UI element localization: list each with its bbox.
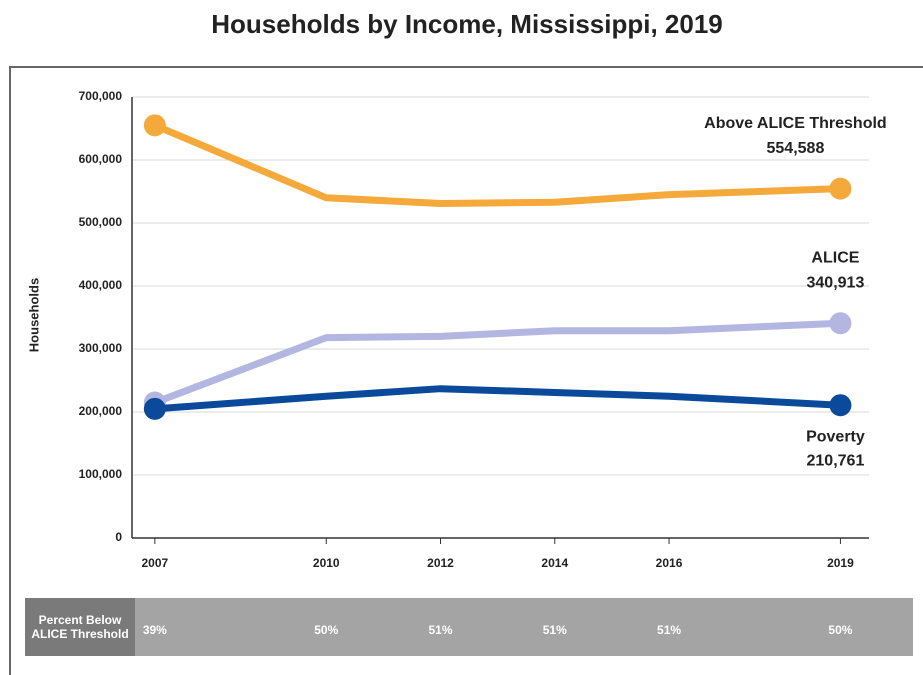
y-tick-label: 600,000	[79, 152, 123, 166]
end-marker	[143, 114, 166, 137]
y-tick-label: 0	[115, 530, 122, 544]
end-label: 340,913	[807, 274, 865, 291]
y-tick-label: 300,000	[79, 341, 123, 355]
x-tick-label: 2014	[541, 556, 568, 570]
y-tick-label: 500,000	[79, 215, 123, 229]
x-tick-label: 2010	[313, 556, 340, 570]
row-label-cell	[25, 598, 135, 656]
chart-title: Households by Income, Mississippi, 2019	[211, 9, 723, 39]
series-name: ALICE	[811, 249, 859, 266]
y-tick-label: 700,000	[79, 89, 123, 103]
series-line	[154, 385, 841, 413]
y-tick-label: 400,000	[79, 278, 123, 292]
row-cell	[135, 598, 913, 656]
end-marker	[143, 397, 166, 420]
y-tick-label: 100,000	[79, 467, 123, 481]
percent-cell: 50%	[314, 623, 338, 637]
percent-cell: 39%	[143, 623, 167, 637]
percent-cell: 51%	[428, 623, 452, 637]
percent-cell: 50%	[828, 623, 852, 637]
end-marker	[829, 312, 852, 335]
x-tick-label: 2012	[427, 556, 454, 570]
end-label: 210,761	[807, 452, 865, 469]
percent-cell: 51%	[657, 623, 681, 637]
x-tick-label: 2016	[656, 556, 683, 570]
frame	[9, 66, 923, 675]
end-label: 554,588	[767, 140, 825, 157]
row-label-box: Percent Below ALICE Threshold	[31, 613, 129, 641]
y-axis-label: Households	[26, 278, 41, 352]
end-marker	[829, 394, 852, 417]
series-name: Poverty	[806, 428, 865, 445]
y-tick-label: 200,000	[79, 404, 123, 418]
series-line	[153, 122, 841, 207]
row-label: Percent Below ALICE Threshold	[31, 613, 129, 641]
x-tick-label: 2019	[827, 556, 854, 570]
x-tick-label: 2007	[142, 556, 169, 570]
series-line	[153, 319, 841, 406]
percent-cell: 51%	[543, 623, 567, 637]
series-name: Above ALICE Threshold	[704, 115, 887, 132]
end-marker	[829, 177, 852, 200]
